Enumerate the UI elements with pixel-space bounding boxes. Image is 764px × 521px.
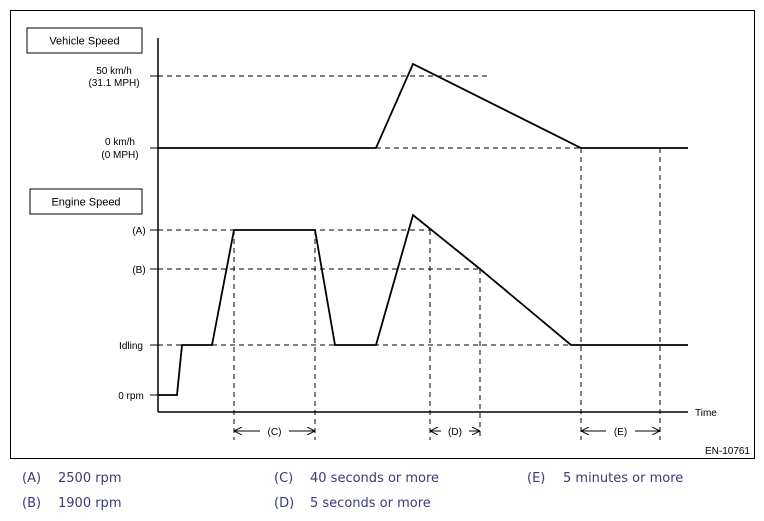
legend-text-d: 5 seconds or more <box>310 496 431 511</box>
es-tick-zero: 0 rpm <box>118 391 144 402</box>
engine-speed-trace <box>158 213 688 396</box>
interval-e: (E) <box>581 427 660 438</box>
legend-text-e: 5 minutes or more <box>563 471 684 486</box>
legend-item-b: (B) 1900 rpm <box>22 496 121 511</box>
legend-item-d: (D) 5 seconds or more <box>274 496 431 511</box>
vs-tick-0mph: (0 MPH) <box>101 150 138 161</box>
legend-item-c: (C) 40 seconds or more <box>274 471 439 486</box>
es-tick-b: (B) <box>132 265 145 276</box>
legend-key-c: (C) <box>274 471 294 486</box>
legend-key-d: (D) <box>274 496 295 511</box>
legend-item-e: (E) 5 minutes or more <box>527 471 683 486</box>
legend-text-b: 1900 rpm <box>58 496 122 511</box>
interval-e-label: (E) <box>614 427 627 438</box>
engine-speed-label: Engine Speed <box>51 197 120 209</box>
legend-text-a: 2500 rpm <box>58 471 122 486</box>
vs-tick-50kmh: 50 km/h <box>96 66 132 77</box>
reference-lines <box>158 75 688 440</box>
legend-item-a: (A) 2500 rpm <box>22 471 121 486</box>
legend-key-b: (B) <box>22 496 42 511</box>
vs-tick-50kmh-mph: (31.1 MPH) <box>88 78 139 89</box>
diagram-frame <box>10 10 755 459</box>
vehicle-speed-label: Vehicle Speed <box>49 36 119 48</box>
legend-key-e: (E) <box>527 471 546 486</box>
engine-speed-label-box: Engine Speed <box>29 188 143 215</box>
interval-c-label: (C) <box>268 427 282 438</box>
vs-tick-0kmh: 0 km/h <box>105 137 135 148</box>
interval-d: (D) <box>430 427 480 438</box>
interval-d-label: (D) <box>448 427 462 438</box>
vehicle-speed-label-box: Vehicle Speed <box>26 27 143 54</box>
time-axis-label: Time <box>695 408 717 419</box>
es-tick-idling: Idling <box>119 341 143 352</box>
legend-text-c: 40 seconds or more <box>310 471 440 486</box>
es-tick-a: (A) <box>132 226 145 237</box>
interval-c: (C) <box>234 427 315 438</box>
figure-id: EN-10761 <box>705 446 750 457</box>
vehicle-speed-trace <box>158 62 688 149</box>
legend-key-a: (A) <box>22 471 42 486</box>
